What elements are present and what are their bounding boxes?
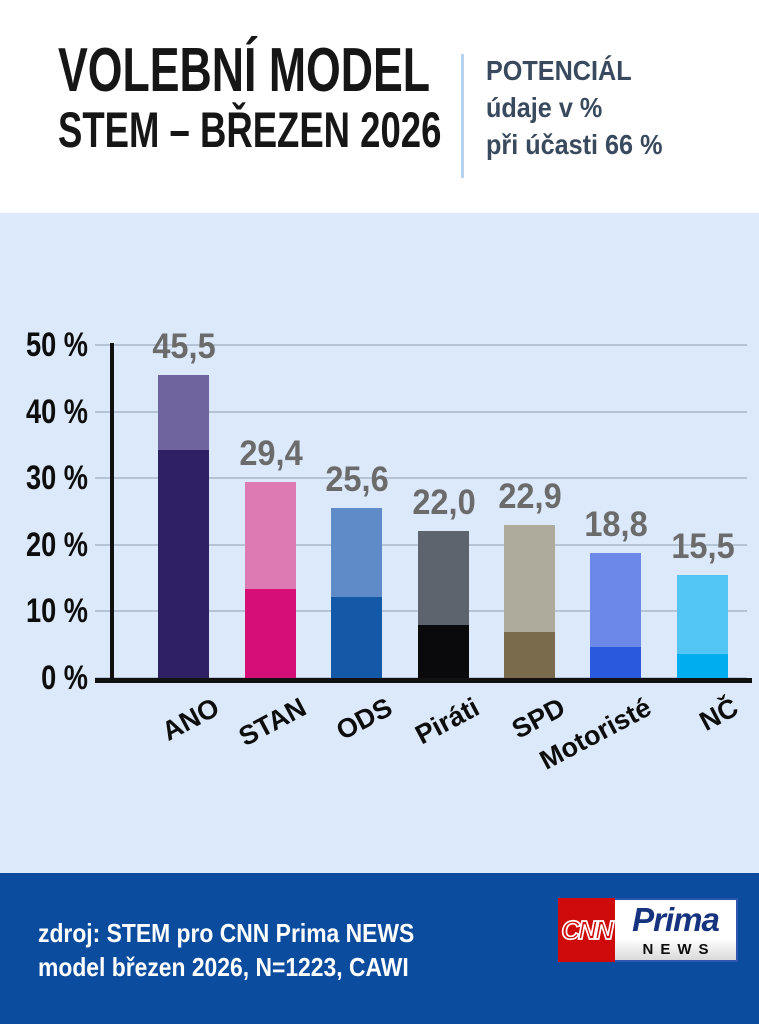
prima-logo-text: Prima	[615, 900, 736, 939]
cnn-prima-news-logo: CNN Prima NEWS	[558, 898, 738, 962]
bar-segment-light	[504, 525, 555, 632]
header: VOLEBNÍ MODEL STEM – BŘEZEN 2026 POTENCI…	[0, 0, 759, 213]
bar-value-label: 29,4	[238, 434, 303, 473]
bar-segment-dark	[418, 625, 469, 678]
source-line-1: zdroj: STEM pro CNN Prima NEWS	[38, 918, 415, 948]
bar-motoriste	[590, 553, 641, 678]
bar-segment-light	[677, 575, 728, 654]
cnn-logo-text: CNN	[560, 914, 614, 946]
bar-segment-dark	[245, 589, 296, 678]
bar-nc	[677, 575, 728, 678]
bar-segment-light	[590, 553, 641, 647]
footer: zdroj: STEM pro CNN Prima NEWS model bře…	[0, 873, 759, 1024]
bar-segment-light	[331, 508, 382, 597]
gridline	[95, 344, 747, 346]
cnn-logo-icon: CNN	[558, 898, 615, 962]
y-axis	[110, 343, 114, 683]
potential-note: POTENCIÁL údaje v % při účasti 66 %	[486, 52, 662, 164]
bar-ano	[158, 375, 209, 678]
y-tick-label: 40 %	[26, 392, 88, 431]
page-subtitle: STEM – BŘEZEN 2026	[58, 102, 442, 158]
bar-segment-dark	[158, 450, 209, 678]
note-line-2: údaje v %	[486, 92, 603, 124]
source-text: zdroj: STEM pro CNN Prima NEWS model bře…	[38, 917, 414, 985]
bar-ods	[331, 508, 382, 678]
bar-pirati	[418, 531, 469, 678]
bar-value-label: 45,5	[151, 327, 216, 366]
x-axis	[95, 678, 752, 683]
gridline	[95, 410, 747, 413]
bar-segment-dark	[504, 632, 555, 678]
y-tick-label: 0 %	[41, 659, 88, 697]
news-logo-text: NEWS	[615, 939, 736, 960]
y-tick-label: 30 %	[26, 459, 88, 498]
prima-news-block: Prima NEWS	[615, 898, 738, 962]
plot-area: 50 % 40 % 30 % 20 % 10 % 0 % 45,5 ANO 29,4 STAN 25…	[0, 213, 759, 873]
y-tick-label: 20 %	[26, 525, 88, 564]
bar-value-label: 25,6	[324, 460, 389, 499]
gridline	[95, 477, 747, 480]
bar-segment-dark	[590, 647, 641, 678]
bar-segment-dark	[677, 654, 728, 678]
bar-stan	[245, 482, 296, 678]
bar-value-label: 18,8	[583, 505, 648, 544]
bar-value-label: 15,5	[670, 527, 735, 566]
source-line-2: model březen 2026, N=1223, CAWI	[38, 951, 409, 982]
bar-value-label: 22,0	[411, 483, 476, 522]
y-tick-label: 10 %	[26, 592, 88, 631]
page-title: VOLEBNÍ MODEL	[58, 36, 431, 105]
note-line-1: POTENCIÁL	[486, 55, 632, 86]
bar-segment-light	[245, 482, 296, 589]
bar-segment-light	[158, 375, 209, 450]
title-block: VOLEBNÍ MODEL STEM – BŘEZEN 2026	[58, 40, 583, 157]
bar-value-label: 22,9	[497, 477, 562, 516]
y-tick-label: 50 %	[26, 326, 88, 364]
header-divider	[461, 54, 464, 178]
bar-spd	[504, 525, 555, 678]
chart-section: 50 % 40 % 30 % 20 % 10 % 0 % 45,5 ANO 29,4 STAN 25…	[0, 213, 759, 873]
bar-segment-dark	[331, 597, 382, 678]
bar-segment-light	[418, 531, 469, 625]
note-line-3: při účasti 66 %	[486, 129, 663, 161]
